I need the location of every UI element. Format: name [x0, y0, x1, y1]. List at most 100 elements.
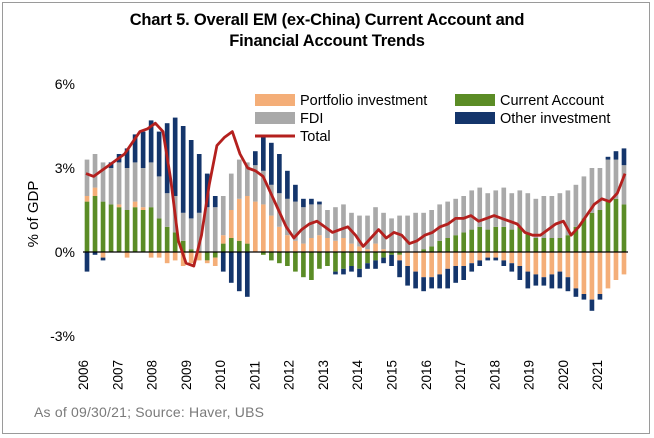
- chart-title: Chart 5. Overall EM (ex-China) Current A…: [0, 10, 654, 52]
- bar-current: [317, 252, 322, 269]
- bar-portfolio: [244, 196, 250, 244]
- bar-other: [261, 137, 266, 171]
- bar-portfolio: [317, 235, 322, 252]
- bar-portfolio: [333, 240, 338, 252]
- bar-other: [236, 252, 242, 292]
- y-tick-label: 0%: [55, 244, 75, 260]
- legend-swatch-other: [455, 112, 495, 124]
- bar-other: [285, 170, 290, 199]
- bar-portfolio: [204, 260, 210, 264]
- bar-other: [389, 254, 394, 266]
- bar-other: [365, 263, 370, 269]
- bar-current: [132, 207, 138, 252]
- x-tick-label: 2017: [453, 360, 468, 390]
- bar-current: [124, 210, 130, 252]
- bar-current: [148, 207, 154, 252]
- x-tick-label: 2008: [145, 360, 160, 390]
- bar-current: [188, 249, 194, 252]
- bar-fdi: [333, 207, 338, 241]
- y-axis-label: % of GDP: [25, 181, 42, 248]
- legend-label-portfolio: Portfolio investment: [300, 93, 427, 109]
- bar-portfolio: [228, 210, 234, 238]
- bar-fdi: [605, 159, 611, 202]
- bar-portfolio: [621, 252, 627, 275]
- bar-portfolio: [357, 246, 362, 252]
- bar-fdi: [261, 170, 266, 205]
- bar-fdi: [573, 184, 579, 227]
- bar-fdi: [589, 168, 595, 213]
- x-tick-label: 2009: [179, 360, 194, 390]
- bar-current: [605, 201, 611, 252]
- bar-fdi: [557, 193, 563, 238]
- bar-portfolio: [236, 198, 242, 241]
- bar-current: [381, 252, 386, 258]
- bar-current: [565, 235, 571, 252]
- total-line-layer: [85, 121, 627, 268]
- bar-fdi: [461, 196, 467, 233]
- bar-other: [252, 151, 258, 166]
- bar-other: [613, 151, 619, 160]
- bar-other: [124, 148, 130, 168]
- x-tick-label: 2011: [247, 361, 262, 390]
- bar-fdi: [357, 215, 362, 247]
- y-tick-label: 6%: [55, 76, 75, 92]
- bar-portfolio: [437, 252, 442, 275]
- bar-portfolio: [261, 204, 266, 252]
- footnote: As of 09/30/21; Source: Haver, UBS: [34, 404, 265, 420]
- chart-title-line-2: Financial Account Trends: [229, 32, 425, 50]
- x-axis: 2006 2007 2008 2009 2010 2011 2012 2013 2014 2015…: [76, 359, 605, 390]
- bar-current: [140, 210, 146, 252]
- x-tick-label: 2021: [590, 360, 605, 390]
- bar-current: [549, 238, 555, 252]
- bar-other: [565, 277, 571, 292]
- bar-current: [525, 232, 531, 252]
- x-tick-label: 2012: [282, 360, 297, 390]
- bar-fdi: [437, 204, 442, 241]
- bar-portfolio: [541, 252, 547, 278]
- bar-other: [84, 252, 90, 272]
- bar-fdi: [477, 187, 483, 227]
- bar-fdi: [212, 207, 218, 252]
- bar-fdi: [269, 184, 274, 216]
- bar-fdi: [317, 204, 322, 236]
- bar-layer: [84, 117, 627, 311]
- bar-portfolio: [581, 252, 587, 294]
- bar-current: [373, 252, 378, 261]
- bar-other: [341, 268, 346, 275]
- bar-fdi: [413, 212, 418, 252]
- bar-portfolio: [196, 252, 202, 261]
- bar-fdi: [156, 176, 162, 219]
- bar-current: [517, 226, 523, 252]
- bar-portfolio: [100, 252, 106, 258]
- bar-other: [277, 154, 282, 194]
- bar-fdi: [341, 204, 346, 238]
- bar-current: [100, 201, 106, 252]
- bar-fdi: [421, 212, 426, 250]
- bar-portfolio: [453, 252, 459, 266]
- bar-other: [421, 277, 426, 292]
- bar-current: [445, 238, 450, 252]
- x-tick-label: 2013: [316, 360, 331, 390]
- bar-portfolio: [293, 240, 298, 252]
- bar-other: [525, 271, 531, 289]
- bar-other: [557, 271, 563, 289]
- bar-fdi: [349, 212, 354, 244]
- bar-current: [453, 235, 459, 252]
- legend-swatch-portfolio: [255, 94, 295, 106]
- bar-other: [445, 268, 450, 289]
- x-tick-label: 2020: [556, 360, 571, 390]
- bar-other: [541, 277, 547, 286]
- bar-portfolio: [301, 243, 306, 252]
- bar-fdi: [613, 159, 619, 199]
- legend-label-current: Current Account: [500, 93, 604, 109]
- bar-portfolio: [116, 204, 122, 208]
- bar-current: [180, 240, 186, 252]
- bar-current: [557, 238, 563, 252]
- bar-fdi: [108, 168, 114, 205]
- x-tick-label: 2019: [522, 360, 537, 390]
- bar-portfolio: [589, 252, 595, 300]
- bar-portfolio: [533, 252, 539, 275]
- bar-fdi: [84, 159, 90, 196]
- bar-current: [349, 252, 354, 266]
- bar-portfolio: [397, 254, 402, 261]
